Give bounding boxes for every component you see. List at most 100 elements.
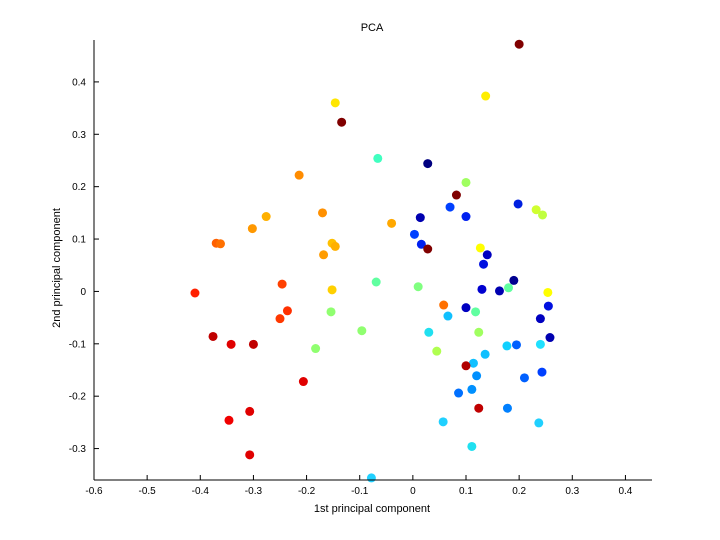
x-tick-label: -0.2 [298, 486, 316, 497]
scatter-point [474, 403, 484, 413]
scatter-point [226, 339, 236, 349]
scatter-point [282, 306, 292, 316]
plot-area [190, 39, 555, 483]
scatter-point [451, 190, 461, 200]
scatter-point [538, 210, 548, 220]
scatter-point [511, 340, 521, 350]
scatter-point [535, 314, 545, 324]
x-tick-label: 0.4 [618, 486, 632, 497]
scatter-point [468, 358, 478, 368]
scatter-point [537, 367, 547, 377]
scatter-point [326, 307, 336, 317]
scatter-point [454, 388, 464, 398]
x-tick-label: -0.5 [139, 486, 157, 497]
y-axis-label: 2nd principal component [51, 208, 63, 328]
scatter-point [416, 239, 426, 249]
scatter-point [298, 377, 308, 387]
scatter-point [294, 170, 304, 180]
scatter-point [482, 250, 492, 260]
scatter-point [432, 346, 442, 356]
scatter-point [475, 243, 485, 253]
scatter-point [373, 153, 383, 163]
scatter-point [318, 208, 328, 218]
scatter-point [357, 326, 367, 336]
scatter-point [443, 311, 453, 321]
scatter-point [534, 418, 544, 428]
scatter-point [248, 339, 258, 349]
x-tick-label: 0.3 [565, 486, 579, 497]
x-tick-label: 0.2 [512, 486, 526, 497]
chart-title: PCA [361, 22, 384, 34]
scatter-point [409, 229, 419, 239]
y-tick-label: 0 [80, 287, 86, 298]
x-tick-label: -0.3 [245, 486, 263, 497]
scatter-point [467, 441, 477, 451]
scatter-point [531, 205, 541, 215]
scatter-point [275, 314, 285, 324]
scatter-point [480, 349, 490, 359]
x-tick-label: 0 [410, 486, 416, 497]
scatter-point [415, 213, 425, 223]
scatter-point [337, 117, 347, 127]
scatter-point [461, 212, 471, 222]
scatter-point [277, 279, 287, 289]
scatter-point [461, 361, 471, 371]
scatter-point [504, 283, 514, 293]
scatter-point [535, 339, 545, 349]
scatter-point [366, 473, 376, 483]
x-tick-label: -0.1 [351, 486, 369, 497]
scatter-point [461, 303, 471, 313]
y-tick-label: -0.3 [69, 444, 87, 455]
scatter-point [190, 288, 200, 298]
scatter-point [543, 301, 553, 311]
x-axis-ticks: -0.6 -0.5 -0.4 -0.3 -0.2 -0.1 0 0.1 0.2 0.3 0.4 [85, 475, 633, 497]
scatter-point [479, 259, 489, 269]
scatter-point [494, 286, 504, 296]
x-tick-label: -0.6 [85, 486, 103, 497]
scatter-point [438, 417, 448, 427]
scatter-point [514, 39, 524, 49]
scatter-point [477, 284, 487, 294]
scatter-point [509, 275, 519, 285]
scatter-point [519, 373, 529, 383]
scatter-point [467, 384, 477, 394]
scatter-point [371, 277, 381, 287]
x-tick-label: 0.1 [459, 486, 473, 497]
y-tick-label: 0.3 [72, 130, 86, 141]
scatter-point [471, 307, 481, 317]
scatter-point [330, 241, 340, 251]
scatter-point [330, 98, 340, 108]
scatter-point [423, 159, 433, 169]
scatter-point [311, 344, 321, 354]
scatter-point [461, 177, 471, 187]
scatter-point [224, 415, 234, 425]
scatter-point [502, 341, 512, 351]
scatter-point [502, 403, 512, 413]
scatter-point [439, 300, 449, 310]
scatter-point [472, 371, 482, 381]
y-tick-label: -0.2 [69, 392, 87, 403]
x-axis-label: 1st principal component [314, 503, 430, 515]
y-tick-label: -0.1 [69, 339, 87, 350]
scatter-point [513, 199, 523, 209]
scatter-point [387, 218, 397, 228]
scatter-point [474, 327, 484, 337]
scatter-point [327, 285, 337, 295]
scatter-point [319, 250, 329, 260]
scatter-point [247, 224, 257, 234]
scatter-point [543, 287, 553, 297]
scatter-point [545, 333, 555, 343]
scatter-point [413, 282, 423, 292]
x-tick-label: -0.4 [192, 486, 210, 497]
scatter-point [245, 406, 255, 416]
scatter-point [445, 202, 455, 212]
scatter-point [208, 331, 218, 341]
y-tick-label: 0.4 [72, 77, 86, 88]
scatter-point [423, 244, 433, 254]
scatter-point [215, 239, 225, 249]
scatter-point [245, 450, 255, 460]
scatter-point [261, 212, 271, 222]
y-tick-label: 0.1 [72, 235, 86, 246]
scatter-point [424, 327, 434, 337]
